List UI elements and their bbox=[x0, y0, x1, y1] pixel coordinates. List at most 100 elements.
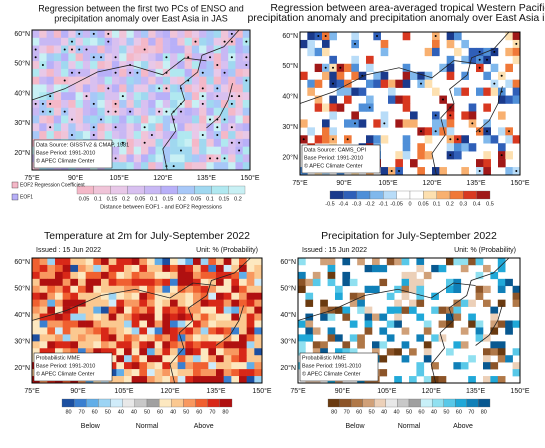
grid-cell bbox=[93, 334, 102, 342]
grid-cell bbox=[119, 53, 127, 62]
grid-cell bbox=[184, 107, 193, 116]
grid-cell bbox=[312, 348, 321, 356]
significance-dot bbox=[107, 87, 110, 90]
grid-cell bbox=[220, 131, 229, 140]
grid-cell bbox=[47, 348, 56, 356]
grid-cell bbox=[119, 68, 127, 77]
grid-cell bbox=[108, 376, 117, 384]
grid-cell bbox=[401, 258, 410, 266]
grid-cell bbox=[200, 306, 209, 314]
notes-box bbox=[299, 352, 379, 382]
significance-dot bbox=[165, 110, 168, 113]
grid-cell bbox=[162, 313, 171, 321]
grid-cell bbox=[119, 45, 127, 54]
grid-cell bbox=[170, 362, 178, 370]
grid-cell bbox=[139, 285, 148, 294]
grid-cell bbox=[155, 123, 164, 132]
grid-cell bbox=[126, 131, 135, 140]
colorbar-label: 70 bbox=[344, 409, 350, 415]
grid-cell bbox=[228, 131, 236, 140]
grid-cell bbox=[116, 264, 125, 273]
grid-cell bbox=[177, 271, 186, 280]
lon-label: 135°E bbox=[466, 179, 485, 187]
significance-dot bbox=[49, 102, 52, 105]
grid-cell bbox=[108, 369, 117, 377]
grid-cell bbox=[231, 306, 240, 314]
grid-cell bbox=[53, 84, 62, 93]
grid-cell bbox=[162, 376, 171, 384]
panel-title: Regression between area-averaged tropica… bbox=[270, 2, 545, 14]
grid-cell bbox=[177, 68, 185, 77]
grid-cell bbox=[111, 37, 120, 46]
grid-cell bbox=[47, 334, 56, 342]
grid-cell bbox=[47, 320, 56, 328]
grid-cell bbox=[131, 369, 140, 377]
grid-cell bbox=[320, 313, 328, 321]
lat-label: 50°N bbox=[280, 284, 296, 292]
colorbar-segment bbox=[207, 398, 221, 408]
grid-cell bbox=[184, 115, 193, 124]
grid-cell bbox=[512, 292, 521, 300]
grid-cell bbox=[342, 271, 351, 280]
grid-cell bbox=[424, 127, 433, 136]
grid-cell bbox=[126, 100, 135, 109]
grid-cell bbox=[416, 258, 425, 266]
colorbar-label: 80 bbox=[331, 409, 337, 415]
grid-cell bbox=[46, 115, 55, 124]
grid-cell bbox=[498, 111, 506, 120]
grid-cell bbox=[193, 313, 201, 321]
grid-cell bbox=[55, 306, 63, 314]
grid-cell bbox=[460, 264, 469, 273]
grid-cell bbox=[460, 258, 469, 266]
significance-dot bbox=[114, 126, 117, 129]
grid-cell bbox=[39, 123, 47, 132]
grid-cell bbox=[46, 37, 55, 46]
grid-cell bbox=[104, 45, 113, 54]
grid-cell bbox=[364, 285, 373, 294]
grid-cell bbox=[93, 285, 102, 294]
significance-dot bbox=[390, 170, 393, 173]
grid-cell bbox=[254, 313, 263, 321]
grid-cell bbox=[104, 131, 113, 140]
grid-cell bbox=[475, 334, 484, 342]
colorbar-segment bbox=[443, 398, 456, 408]
grid-cell bbox=[119, 76, 127, 85]
grid-cell bbox=[208, 334, 217, 342]
grid-cell bbox=[454, 87, 462, 96]
grid-cell bbox=[162, 154, 171, 163]
map-frame bbox=[31, 257, 263, 384]
colorbar-segment bbox=[466, 398, 479, 408]
significance-dot bbox=[172, 165, 175, 168]
grid-cell bbox=[177, 37, 185, 46]
grid-cell bbox=[423, 271, 432, 280]
grid-cell bbox=[191, 100, 200, 109]
grid-cell bbox=[497, 258, 506, 266]
grid-cell bbox=[177, 131, 185, 140]
grid-cell bbox=[431, 306, 439, 314]
grid-cell bbox=[32, 131, 40, 140]
grid-cell bbox=[366, 95, 374, 104]
lat-label: 50°N bbox=[282, 62, 298, 70]
grid-cell bbox=[512, 32, 521, 41]
grid-cell bbox=[177, 30, 185, 39]
grid-cell bbox=[162, 123, 171, 132]
grid-cell bbox=[246, 355, 255, 363]
grid-cell bbox=[70, 299, 79, 307]
grid-cell bbox=[147, 278, 155, 287]
grid-cell bbox=[39, 258, 48, 266]
significance-dot bbox=[92, 56, 95, 59]
significance-dot bbox=[158, 87, 161, 90]
grid-cell bbox=[512, 135, 521, 144]
grid-cell bbox=[200, 299, 209, 307]
grid-cell bbox=[239, 341, 247, 349]
lat-label: 60°N bbox=[14, 30, 30, 38]
grid-cell bbox=[78, 334, 86, 342]
grid-cell bbox=[116, 258, 125, 266]
grid-cell bbox=[177, 264, 186, 273]
grid-cell bbox=[131, 278, 140, 287]
significance-dot bbox=[70, 40, 73, 43]
grid-cell bbox=[39, 264, 48, 273]
colorbar-label: 80 bbox=[481, 409, 487, 415]
grid-cell bbox=[124, 369, 132, 377]
grid-cell bbox=[438, 376, 447, 384]
